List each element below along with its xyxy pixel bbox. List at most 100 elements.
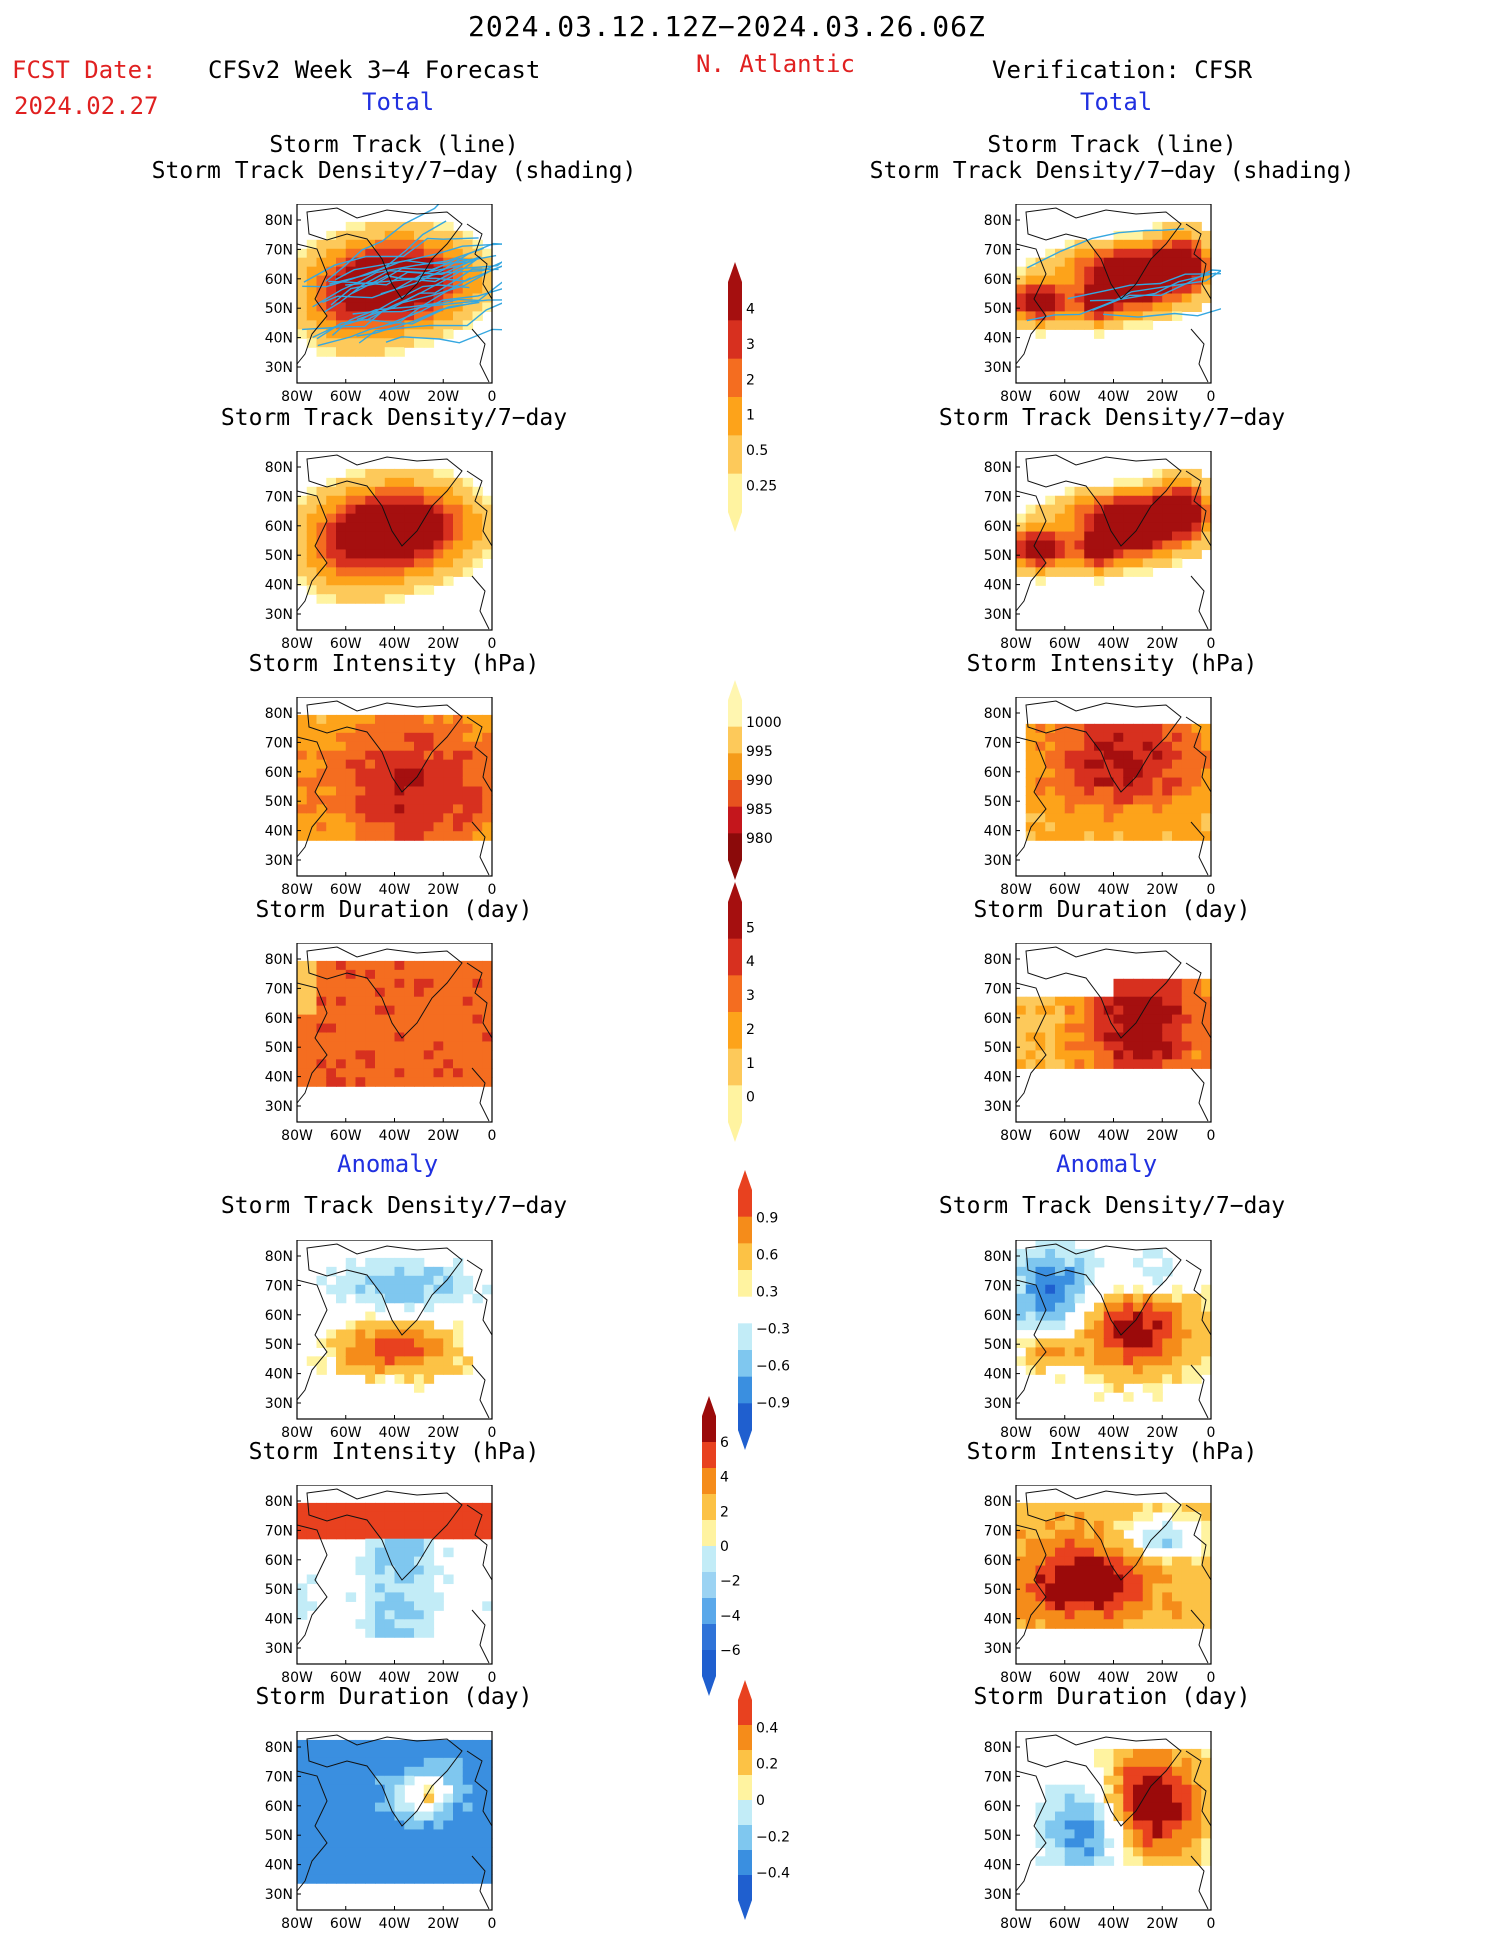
lon-tick-label: 60W — [1049, 1670, 1081, 1686]
field-cell — [394, 1041, 405, 1051]
field-cell — [1201, 1838, 1212, 1848]
field-cell — [462, 750, 474, 761]
colorbar-label: 4 — [720, 1470, 729, 1486]
field-cell — [1113, 284, 1124, 295]
field-cell — [375, 1784, 386, 1795]
field-cell — [1201, 540, 1212, 551]
field-cell — [1103, 1347, 1115, 1357]
lon-tick-label: 40W — [379, 1670, 411, 1686]
field-cell — [1191, 248, 1202, 259]
field-cell — [326, 1502, 337, 1513]
field-cell — [1162, 1601, 1173, 1611]
lat-tick-label: 80N — [265, 460, 293, 476]
field-cell — [404, 1529, 415, 1540]
field-cell — [1181, 1014, 1193, 1025]
field-cell — [1113, 1520, 1124, 1531]
fcst-date-label: FCST Date: — [12, 56, 157, 84]
field-cell — [423, 1293, 435, 1304]
field-cell — [423, 1320, 435, 1331]
field-cell — [355, 1556, 366, 1567]
field-cell — [414, 1320, 425, 1331]
field-cell — [1162, 486, 1173, 497]
field-cell — [345, 230, 357, 241]
field-cell — [1172, 468, 1183, 479]
field-cell — [453, 813, 464, 823]
coastline — [296, 982, 328, 1104]
field-cell — [462, 1520, 474, 1531]
field-cell — [1191, 1784, 1202, 1795]
field-cell — [326, 549, 337, 559]
field-cell — [1045, 1275, 1056, 1286]
field-cell — [1123, 1793, 1134, 1804]
field-cell — [433, 1529, 444, 1540]
field-cell — [472, 522, 483, 533]
field-cell — [1123, 1014, 1134, 1025]
field-cell — [404, 1266, 415, 1277]
lat-tick-label: 30N — [984, 1887, 1012, 1903]
field-cell — [443, 987, 454, 998]
field-cell — [384, 1275, 396, 1286]
field-cell — [1123, 978, 1134, 989]
field-cell — [336, 248, 347, 259]
field-cell — [1064, 741, 1076, 752]
field-cell — [1162, 1793, 1173, 1804]
lat-tick-label: 60N — [984, 1799, 1012, 1815]
field-cell — [365, 1284, 376, 1295]
field-cell — [453, 549, 464, 559]
field-cell — [365, 1838, 376, 1848]
field-cell — [1172, 1529, 1183, 1540]
field-cell — [1123, 1748, 1134, 1759]
field-cell — [1055, 759, 1066, 770]
field-cell — [1094, 266, 1105, 277]
field-cell — [1181, 221, 1193, 232]
field-cell — [1133, 302, 1144, 312]
field-cell — [1094, 1050, 1105, 1060]
field-cell — [365, 486, 376, 497]
field-cell — [1035, 804, 1046, 814]
field-cell — [355, 320, 366, 330]
field-cell — [1064, 1356, 1076, 1366]
field-cell — [482, 1032, 493, 1043]
field-cell — [375, 960, 386, 971]
field-cell — [1123, 1374, 1134, 1384]
field-cell — [1103, 1383, 1115, 1393]
field-cell — [1201, 1356, 1212, 1366]
field-cell — [326, 1838, 337, 1848]
field-cell — [472, 1793, 483, 1804]
coastline — [1015, 736, 1047, 858]
field-cell — [1055, 1838, 1066, 1848]
field-cell — [1074, 1619, 1085, 1629]
field-cell — [297, 257, 308, 268]
field-cell — [1181, 1059, 1193, 1069]
field-cell — [1025, 741, 1037, 752]
lon-tick-label: 0 — [488, 1670, 497, 1686]
field-cell — [1103, 1574, 1115, 1585]
field-cell — [306, 585, 318, 595]
field-cell — [1142, 1059, 1154, 1069]
field-cell — [414, 831, 425, 841]
field-cell — [1191, 522, 1202, 533]
field-cell — [1055, 549, 1066, 559]
field-cell — [365, 732, 376, 743]
field-cell — [423, 1365, 435, 1375]
field-cell — [1045, 1014, 1056, 1025]
field-cell — [355, 293, 366, 304]
colorbar-density-anom: 0.9 0.6 0.3 −0.3 −0.6 −0.9 — [734, 1170, 794, 1454]
storm-track-line — [317, 277, 471, 347]
field-cell — [336, 960, 347, 971]
field-cell — [1191, 257, 1202, 268]
lon-tick-label: 40W — [1098, 882, 1130, 898]
field-cell — [1103, 1293, 1115, 1304]
field-cell — [423, 1329, 435, 1340]
field-cell — [1133, 531, 1144, 542]
field-cell — [404, 1619, 415, 1629]
coastline — [1190, 1855, 1209, 1910]
lat-tick-label: 80N — [984, 460, 1012, 476]
field-cell — [1191, 468, 1202, 479]
field-cell — [297, 732, 308, 743]
lon-tick-label: 40W — [379, 636, 411, 652]
field-cell — [1201, 1320, 1212, 1331]
field-cell — [375, 1520, 386, 1531]
field-cell — [365, 1766, 376, 1777]
field-cell — [1123, 549, 1134, 559]
